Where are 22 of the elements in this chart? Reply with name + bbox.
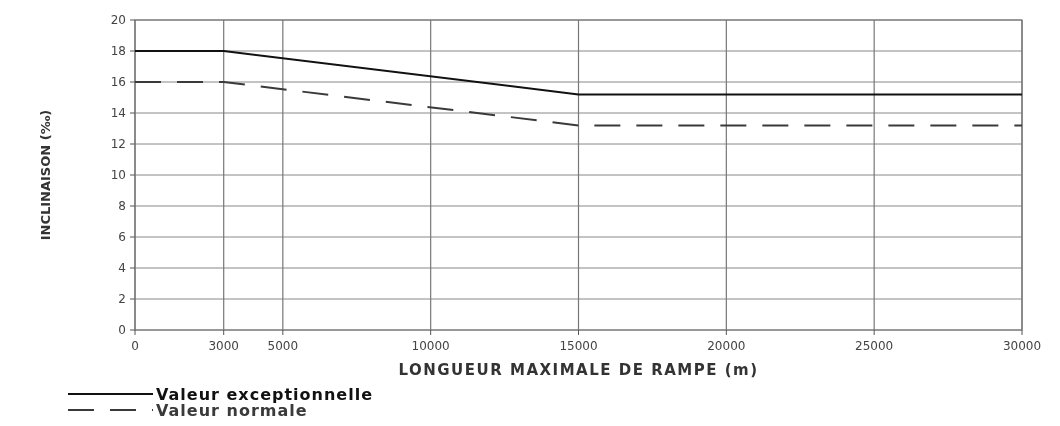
y-axis-title: INCLINAISON (‰) <box>38 109 53 241</box>
y-tick-label: 6 <box>118 230 126 245</box>
y-tick-label: 18 <box>110 44 126 59</box>
x-tick-label: 25000 <box>855 339 894 353</box>
y-tick-label: 8 <box>118 199 126 214</box>
y-tick-label: 4 <box>118 261 126 276</box>
x-tick-label: 20000 <box>707 339 746 353</box>
x-axis-title: LONGUEUR MAXIMALE DE RAMPE (m) <box>398 361 759 379</box>
y-tick-label: 20 <box>110 13 126 28</box>
x-tick-label: 10000 <box>411 339 450 353</box>
y-tick-label: 12 <box>110 137 126 152</box>
y-tick-label: 0 <box>118 323 126 338</box>
y-tick-label: 16 <box>110 75 126 90</box>
y-tick-label: 2 <box>118 292 126 307</box>
x-tick-label: 5000 <box>267 339 299 353</box>
x-tick-label: 15000 <box>559 339 598 353</box>
x-tick-label: 30000 <box>1002 339 1042 353</box>
y-tick-label: 10 <box>110 168 126 183</box>
x-tick-label: 0 <box>131 339 139 353</box>
y-tick-label: 14 <box>110 106 126 121</box>
text: Valeur exceptionnelle <box>156 384 374 404</box>
x-tick-label: 3000 <box>208 339 239 353</box>
